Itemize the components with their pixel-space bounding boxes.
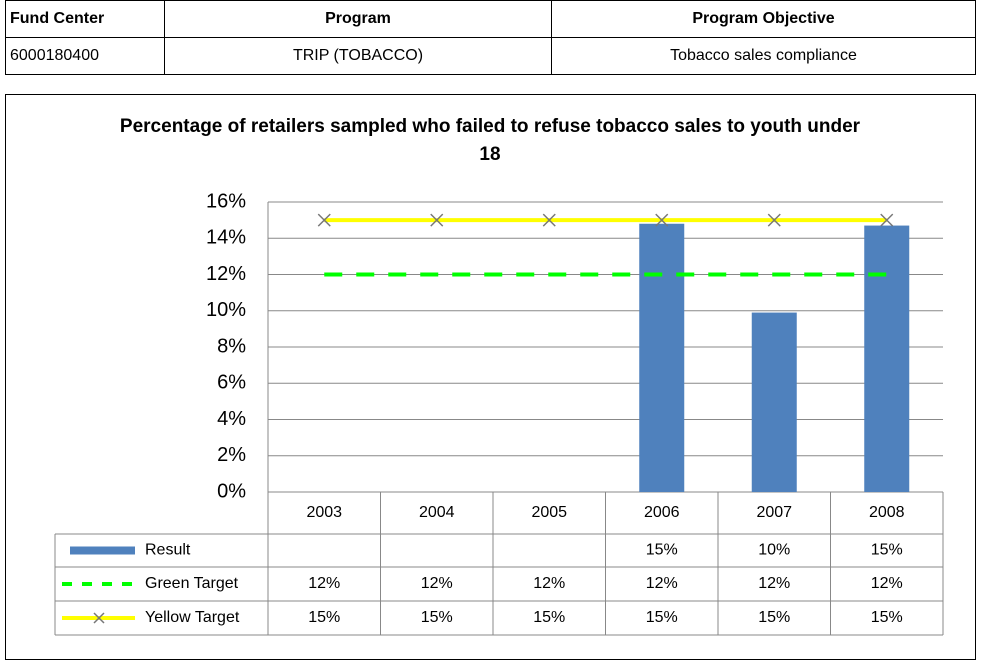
data-label: 10%: [758, 542, 790, 559]
marker: [655, 213, 669, 227]
x-tick-label: 2006: [644, 504, 680, 521]
data-label: 12%: [871, 575, 903, 592]
x-tick-label: 2005: [531, 504, 567, 521]
bar: [751, 312, 797, 492]
marker: [317, 213, 331, 227]
x-tick-label: 2004: [419, 504, 455, 521]
cell: TRIP (TOBACCO): [164, 37, 552, 75]
bar: [639, 223, 685, 492]
y-tick-label: 0%: [217, 480, 246, 502]
data-label: 12%: [646, 575, 678, 592]
data-label: 12%: [533, 575, 565, 592]
marker: [430, 213, 444, 227]
header-table: Fund Center Program Program Objective 60…: [5, 0, 976, 75]
legend-key: [93, 612, 105, 624]
y-tick-label: 8%: [217, 335, 246, 357]
legend-label: Yellow Target: [145, 609, 240, 626]
data-label: 15%: [308, 609, 340, 626]
marker: [542, 213, 556, 227]
chart-frame: [5, 94, 976, 660]
data-label: 15%: [871, 609, 903, 626]
data-label: 15%: [646, 542, 678, 559]
data-label: 15%: [533, 609, 565, 626]
chart-title: Percentage of retailers sampled who fail…: [119, 116, 861, 165]
header-cell: Fund Center: [5, 0, 165, 38]
legend-label: Result: [145, 542, 191, 559]
x-tick-label: 2008: [869, 504, 905, 521]
y-tick-label: 2%: [217, 444, 246, 466]
y-tick-label: 4%: [217, 408, 246, 430]
marker: [767, 213, 781, 227]
data-label: 12%: [758, 575, 790, 592]
y-tick-label: 12%: [206, 263, 246, 285]
data-label: 15%: [758, 609, 790, 626]
data-label: 12%: [308, 575, 340, 592]
x-tick-label: 2007: [756, 504, 792, 521]
data-label: 15%: [421, 609, 453, 626]
bar: [864, 225, 910, 492]
data-label: 12%: [421, 575, 453, 592]
y-tick-label: 14%: [206, 227, 246, 249]
x-tick-label: 2003: [306, 504, 342, 521]
data-label: 15%: [646, 609, 678, 626]
y-tick-label: 6%: [217, 372, 246, 394]
y-tick-label: 10%: [206, 299, 246, 321]
header-cell: Program: [164, 0, 552, 38]
y-tick-label: 16%: [206, 190, 246, 212]
legend-label: Green Target: [145, 575, 239, 592]
cell: Tobacco sales compliance: [551, 37, 976, 75]
data-label: 15%: [871, 542, 903, 559]
legend-key: [70, 546, 135, 555]
cell: 6000180400: [5, 37, 165, 75]
marker: [880, 213, 894, 227]
